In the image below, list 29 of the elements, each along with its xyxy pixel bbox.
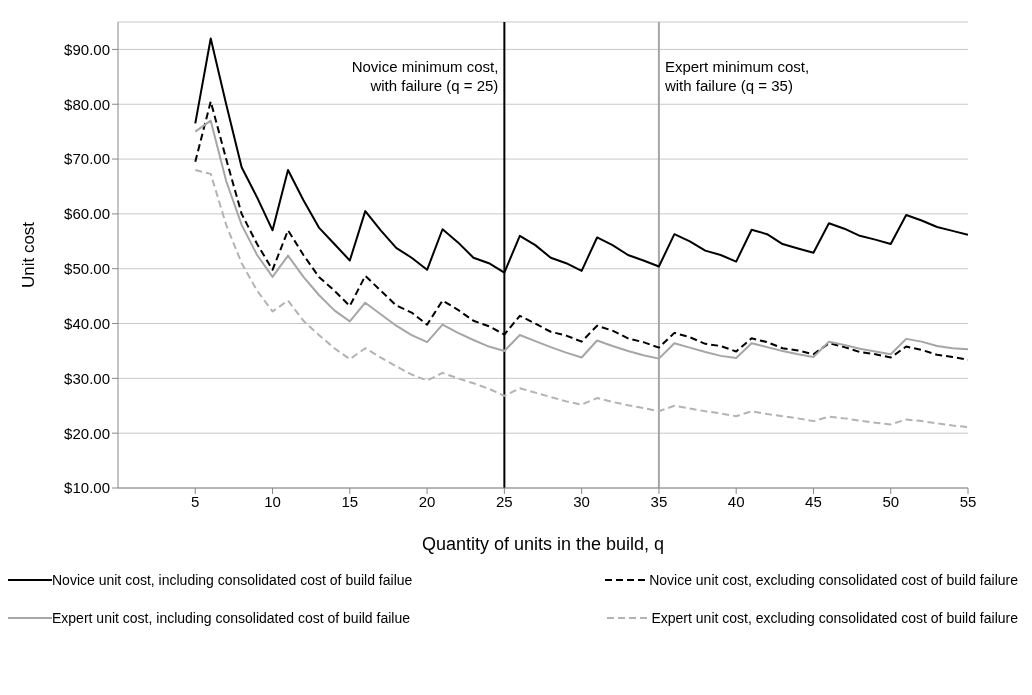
legend-label: Expert unit cost, excluding consolidated cost of build failure — [651, 610, 1018, 626]
y-tick-label: $50.00 — [64, 260, 110, 278]
x-tick-label: 5 — [191, 492, 200, 510]
x-tick-label: 20 — [418, 492, 436, 510]
ref-line-label: Expert minimum cost, with failure (q = 35) — [663, 58, 810, 94]
y-axis-title: Unit cost — [19, 221, 39, 289]
y-tick-label: $60.00 — [64, 205, 110, 223]
line-series — [194, 169, 968, 429]
y-tick-label: $20.00 — [64, 424, 110, 442]
y-tick-label: $90.00 — [64, 40, 110, 58]
y-tick-label: $80.00 — [64, 95, 110, 113]
x-axis-title: Quantity of units in the build, q — [421, 534, 665, 554]
x-tick-label: 55 — [959, 492, 977, 510]
legend-label: Novice unit cost, excluding consolidated cost of build failure — [649, 572, 1018, 588]
ref-line-label: Novice minimum cost, with failure (q = 25) — [351, 58, 499, 94]
y-tick-label: $30.00 — [64, 369, 110, 387]
y-tick-label: $40.00 — [64, 314, 110, 332]
x-tick-label: 10 — [264, 492, 281, 510]
y-tick-label: $10.00 — [64, 479, 110, 497]
x-tick-label: 30 — [573, 492, 590, 510]
x-tick-label: 50 — [882, 492, 900, 510]
x-tick-label: 15 — [341, 492, 359, 510]
x-tick-label: 35 — [650, 492, 668, 510]
x-tick-label: 25 — [496, 492, 513, 510]
y-tick-label: $70.00 — [64, 150, 110, 168]
x-tick-label: 45 — [805, 492, 822, 510]
legend-label: Novice unit cost, including consolidated cost of build failue — [52, 572, 413, 588]
x-tick-label: 40 — [727, 492, 745, 510]
legend-label: Expert unit cost, including consolidated cost of build failue — [52, 610, 410, 626]
